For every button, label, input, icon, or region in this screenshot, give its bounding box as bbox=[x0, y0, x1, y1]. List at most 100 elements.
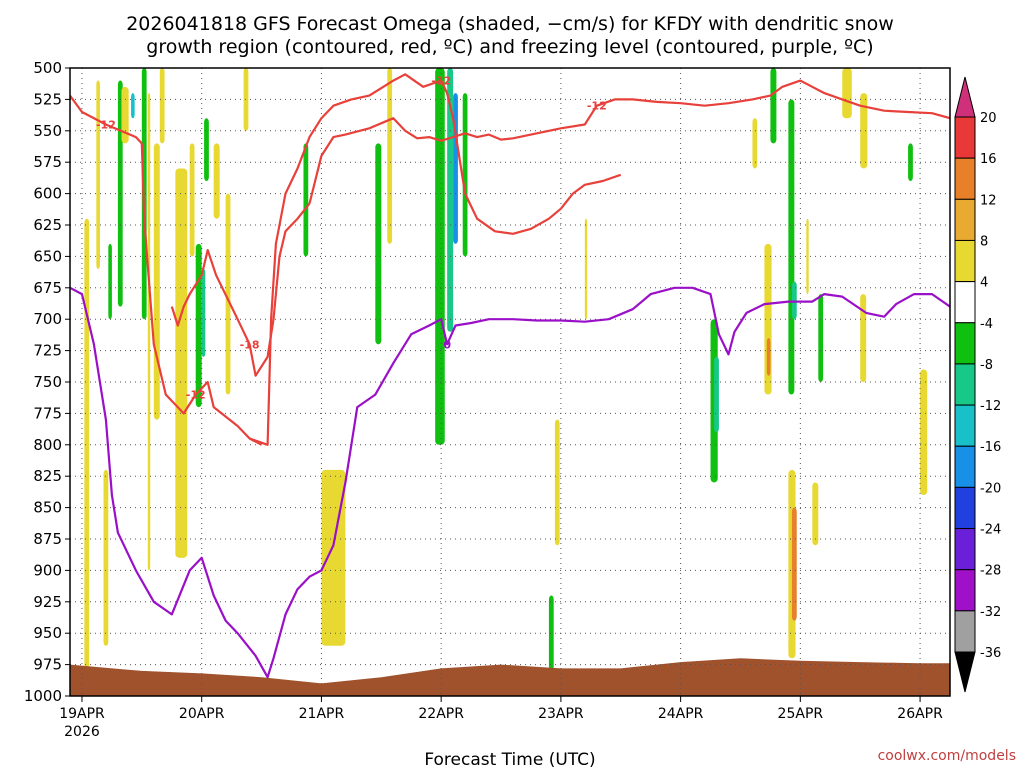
colorbar-label: -36 bbox=[980, 646, 1001, 661]
colorbar: 20 16 12 8 4 -4 -8 -12 -16 -20 -24 -28 -32 -36 bbox=[954, 76, 1001, 693]
colorbar-segment bbox=[954, 157, 976, 200]
y-tick-label: 650 bbox=[33, 247, 62, 265]
colorbar-segment bbox=[954, 116, 976, 159]
colorbar-label: -32 bbox=[980, 605, 1001, 620]
x-axis-title: Forecast Time (UTC) bbox=[424, 750, 595, 768]
colorbar-segment bbox=[954, 281, 976, 324]
y-tick-label: 975 bbox=[33, 656, 62, 674]
omega-shade-region bbox=[225, 193, 231, 395]
omega-shade-region bbox=[213, 143, 220, 219]
contour-line bbox=[308, 79, 950, 204]
omega-shade-region bbox=[387, 68, 393, 244]
omega-shade-region bbox=[108, 243, 112, 320]
colorbar-segment bbox=[954, 363, 976, 406]
contour-line bbox=[170, 202, 311, 377]
omega-shade-region bbox=[788, 99, 795, 395]
contour-line bbox=[249, 73, 622, 446]
omega-shade-region bbox=[159, 68, 165, 144]
y-tick-label: 625 bbox=[33, 216, 62, 234]
colorbar-label: -28 bbox=[980, 564, 1001, 579]
omega-shade-region bbox=[548, 595, 554, 671]
omega-shade-region bbox=[435, 68, 445, 445]
colorbar-label: -24 bbox=[980, 523, 1001, 538]
contour-line bbox=[70, 94, 143, 145]
colorbar-segment bbox=[954, 239, 976, 283]
x-tick-label: 19APR bbox=[59, 706, 105, 722]
omega-shade-region bbox=[791, 281, 797, 320]
omega-shade-region bbox=[103, 469, 109, 646]
colorbar-segment bbox=[954, 198, 976, 241]
omega-shade-region bbox=[201, 268, 206, 357]
colorbar-label: 12 bbox=[980, 193, 997, 208]
contour-label: -12 bbox=[431, 75, 451, 88]
x-tick-label: 26APR bbox=[897, 706, 943, 722]
colorbar-label: -8 bbox=[980, 358, 993, 373]
colorbar-label: -12 bbox=[980, 399, 1001, 414]
omega-shade-region bbox=[806, 218, 809, 295]
y-tick-label: 950 bbox=[33, 624, 62, 642]
omega-shade-region bbox=[554, 419, 560, 546]
contour-label: 0 bbox=[443, 338, 451, 351]
omega-shade-region bbox=[462, 93, 468, 257]
omega-shade-region bbox=[584, 218, 588, 320]
omega-shade-region bbox=[842, 68, 852, 119]
omega-shade-region bbox=[453, 93, 458, 244]
omega-shade-region bbox=[303, 143, 309, 257]
omega-shade-region bbox=[243, 68, 249, 131]
x-tick-sublabel: 2026 bbox=[64, 724, 100, 740]
chart-title-line2: growth region (contoured, red, ºC) and f… bbox=[146, 36, 873, 58]
colorbar-label: 20 bbox=[980, 111, 997, 126]
omega-shade-region bbox=[766, 338, 771, 376]
omega-shade-region bbox=[131, 93, 135, 119]
contour-label: -12 bbox=[587, 100, 607, 113]
y-tick-label: 675 bbox=[33, 279, 62, 297]
omega-shade-region bbox=[153, 143, 160, 420]
colorbar-segment bbox=[954, 528, 976, 571]
colorbar-segment bbox=[954, 322, 976, 365]
y-tick-label: 800 bbox=[33, 436, 62, 454]
contour-line bbox=[70, 286, 950, 679]
y-tick-label: 1000 bbox=[24, 687, 62, 705]
colorbar-bottom-triangle bbox=[954, 651, 976, 693]
y-tick-label: 900 bbox=[33, 561, 62, 579]
y-tick-label: 850 bbox=[33, 499, 62, 517]
y-tick-label: 550 bbox=[33, 122, 62, 140]
contour-label: -18 bbox=[240, 338, 260, 351]
colorbar-label: -16 bbox=[980, 440, 1001, 455]
omega-shade-region bbox=[121, 86, 129, 144]
omega-shade-region bbox=[812, 482, 819, 546]
omega-shade-region bbox=[860, 294, 867, 382]
x-tick-label: 21APR bbox=[299, 706, 345, 722]
omega-shade-region bbox=[195, 243, 202, 408]
x-tick-label: 20APR bbox=[179, 706, 225, 722]
omega-shade-region bbox=[714, 356, 719, 433]
y-tick-label: 725 bbox=[33, 342, 62, 360]
omega-shade-region bbox=[375, 143, 382, 345]
omega-shade-region bbox=[204, 118, 209, 182]
colorbar-label: -4 bbox=[980, 317, 993, 332]
omega-shade-region bbox=[920, 369, 928, 496]
colorbar-label: -20 bbox=[980, 481, 1001, 496]
x-tick-label: 24APR bbox=[658, 706, 704, 722]
y-tick-label: 825 bbox=[33, 467, 62, 485]
omega-shade-region bbox=[818, 294, 824, 382]
chart-title-line1: 2026041818 GFS Forecast Omega (shaded, −… bbox=[126, 13, 894, 35]
y-tick-label: 925 bbox=[33, 593, 62, 611]
omega-shade-region bbox=[84, 218, 90, 684]
omega-shade-region bbox=[791, 507, 797, 621]
contour-label: -12 bbox=[96, 119, 116, 132]
y-tick-label: 700 bbox=[33, 310, 62, 328]
omega-shade-region bbox=[96, 80, 100, 269]
y-tick-label: 500 bbox=[33, 59, 62, 77]
pressure-axis: 500 525 550 575 600 625 650 675 700 725 750 775 800 8… bbox=[24, 59, 70, 705]
colorbar-segment bbox=[954, 486, 976, 530]
y-tick-label: 525 bbox=[33, 90, 62, 108]
y-tick-label: 575 bbox=[33, 153, 62, 171]
y-tick-label: 775 bbox=[33, 404, 62, 422]
contour-lines: -12 -12 -18 -12 -12 0 bbox=[70, 73, 950, 679]
colorbar-segment bbox=[954, 445, 976, 488]
omega-shade-region bbox=[447, 68, 454, 332]
colorbar-label: 8 bbox=[980, 234, 988, 249]
